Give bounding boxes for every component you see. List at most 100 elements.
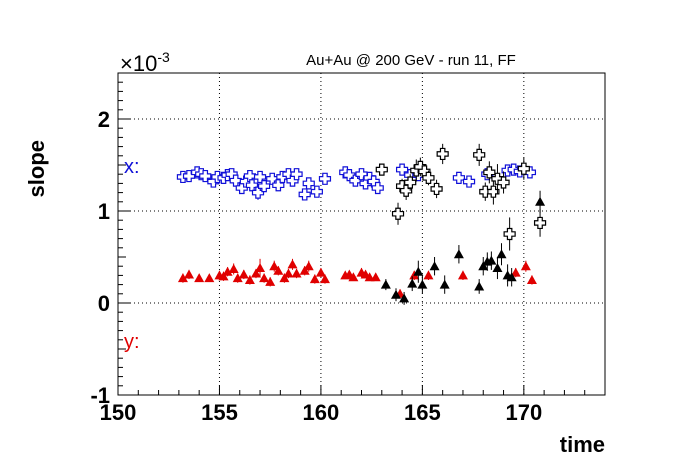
cross-marker <box>258 180 271 193</box>
data-point <box>298 188 311 201</box>
cross-marker <box>349 174 362 187</box>
triangle-marker <box>184 269 195 279</box>
cross-marker <box>487 185 500 198</box>
data-point <box>204 273 215 283</box>
triangle-marker <box>269 261 280 271</box>
cross-marker <box>298 188 311 201</box>
cross-marker <box>533 216 547 230</box>
triangle-marker <box>413 266 424 276</box>
data-point <box>436 143 449 165</box>
cross-marker <box>436 147 449 161</box>
data-point <box>265 276 276 287</box>
data-point <box>423 270 434 280</box>
x-tick-label: 155 <box>201 400 238 425</box>
triangle-marker <box>526 275 537 284</box>
data-point <box>380 279 391 291</box>
triangle-marker <box>291 268 302 278</box>
data-point <box>349 174 362 187</box>
triangle-marker <box>399 293 410 303</box>
cross-marker <box>497 176 510 189</box>
triangle-marker <box>348 272 359 282</box>
data-point <box>535 190 546 213</box>
data-point <box>390 288 401 302</box>
data-point <box>258 180 271 193</box>
triangle-marker <box>250 268 261 278</box>
triangle-marker <box>299 265 310 275</box>
x-tick-label: 170 <box>505 400 542 425</box>
data-point <box>510 267 521 278</box>
triangle-marker <box>309 274 320 284</box>
triangle-marker <box>255 263 266 273</box>
cross-marker <box>251 186 265 199</box>
data-point <box>473 143 486 166</box>
data-point <box>391 202 405 225</box>
x-tick-label: 165 <box>404 400 441 425</box>
data-point <box>407 276 418 292</box>
data-point <box>413 260 424 283</box>
data-point <box>439 275 450 294</box>
data-point <box>497 171 510 194</box>
data-point <box>462 175 476 188</box>
data-point <box>269 260 280 272</box>
x-series-annotation: x: <box>124 156 140 178</box>
cross-marker <box>473 148 486 161</box>
grid-lines <box>118 73 605 395</box>
data-point <box>399 291 410 305</box>
data-point <box>429 257 440 276</box>
cross-marker <box>371 181 384 195</box>
triangle-marker <box>492 263 503 273</box>
data-point <box>487 178 500 205</box>
triangle-marker <box>457 270 468 280</box>
triangle-marker <box>194 273 205 283</box>
data-point <box>533 209 547 237</box>
cross-marker <box>391 207 405 220</box>
y-axis-multiplier: ×10-3 <box>120 49 170 76</box>
data-point <box>177 273 188 283</box>
data-point <box>375 163 388 176</box>
triangle-marker <box>238 269 249 279</box>
data-point <box>244 275 255 285</box>
y-tick-label: 1 <box>98 199 110 224</box>
triangle-marker <box>370 272 381 282</box>
data-point <box>422 170 435 186</box>
data-points <box>176 143 547 305</box>
cross-marker <box>404 176 417 189</box>
x-tick-label: 160 <box>303 400 340 425</box>
triangle-marker <box>244 275 255 284</box>
y-tick-label: -1 <box>90 383 110 408</box>
triangle-marker <box>496 249 507 259</box>
cross-marker <box>462 175 476 188</box>
data-point <box>486 251 497 270</box>
triangle-marker <box>265 276 276 286</box>
cross-marker <box>310 185 323 198</box>
data-point <box>520 260 531 272</box>
triangle-marker <box>303 261 314 271</box>
data-point <box>194 273 205 283</box>
cross-marker <box>318 172 332 185</box>
x-tick-label: 150 <box>100 400 137 425</box>
triangle-marker <box>429 261 440 271</box>
triangle-marker <box>283 268 294 278</box>
triangle-marker <box>506 272 517 282</box>
triangle-marker <box>315 267 326 277</box>
triangle-marker <box>439 279 450 289</box>
data-point <box>526 275 537 285</box>
cross-marker <box>290 168 303 181</box>
triangle-marker <box>520 261 531 271</box>
data-point <box>348 272 359 282</box>
data-point <box>310 185 323 198</box>
data-point <box>478 257 489 276</box>
data-point <box>404 174 417 191</box>
data-point <box>279 273 290 283</box>
triangle-marker <box>380 279 391 289</box>
data-point <box>492 257 503 280</box>
data-point <box>453 245 464 264</box>
triangle-marker <box>177 273 188 283</box>
triangle-marker <box>474 281 485 291</box>
triangle-marker <box>287 259 298 269</box>
data-point <box>309 274 320 284</box>
data-point <box>315 267 326 278</box>
triangle-marker <box>453 249 464 259</box>
